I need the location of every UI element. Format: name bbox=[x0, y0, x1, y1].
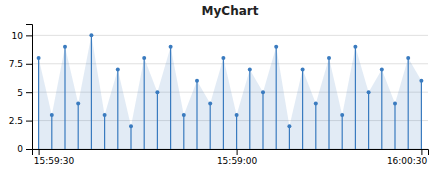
tick: 15:59:00 bbox=[217, 149, 258, 166]
stem bbox=[276, 47, 277, 149]
stem bbox=[368, 92, 369, 149]
point bbox=[301, 67, 305, 71]
stem bbox=[64, 47, 65, 149]
point bbox=[169, 45, 173, 49]
point bbox=[235, 113, 239, 117]
axis-line bbox=[26, 25, 33, 150]
tick-label: 2.5 bbox=[9, 116, 23, 126]
point bbox=[419, 79, 423, 83]
stem bbox=[302, 69, 303, 149]
tick-mark bbox=[26, 149, 32, 150]
point bbox=[314, 102, 318, 106]
stem bbox=[223, 58, 224, 149]
point bbox=[76, 102, 80, 106]
stem bbox=[117, 69, 118, 149]
stem bbox=[408, 58, 409, 149]
tick-mark bbox=[39, 149, 40, 155]
point bbox=[287, 124, 291, 128]
tick: 0 bbox=[17, 144, 32, 154]
point bbox=[261, 90, 265, 94]
tick-label: 5 bbox=[17, 88, 23, 98]
stem bbox=[249, 69, 250, 149]
stem bbox=[342, 115, 343, 149]
tick: 10 bbox=[12, 31, 32, 41]
stem bbox=[170, 47, 171, 149]
tick: 2.5 bbox=[9, 116, 32, 126]
stem bbox=[210, 104, 211, 149]
tick-mark bbox=[26, 35, 32, 36]
point bbox=[103, 113, 107, 117]
axis-line bbox=[33, 150, 429, 156]
stem bbox=[328, 58, 329, 149]
point bbox=[37, 56, 41, 60]
point bbox=[327, 56, 331, 60]
stem bbox=[421, 81, 422, 149]
stem bbox=[130, 126, 131, 149]
marks bbox=[37, 33, 424, 149]
stem bbox=[262, 92, 263, 149]
point bbox=[89, 33, 93, 37]
stem bbox=[91, 35, 92, 149]
point bbox=[129, 124, 133, 128]
point bbox=[50, 113, 54, 117]
tick-label: 15:59:30 bbox=[34, 156, 75, 166]
point bbox=[182, 113, 186, 117]
tick-label: 15:59:00 bbox=[217, 156, 258, 166]
tick-mark bbox=[26, 121, 32, 122]
point bbox=[116, 67, 120, 71]
point bbox=[208, 102, 212, 106]
stem bbox=[78, 104, 79, 149]
stem bbox=[144, 58, 145, 149]
point bbox=[406, 56, 410, 60]
stem bbox=[104, 115, 105, 149]
point bbox=[195, 79, 199, 83]
tick-mark bbox=[26, 92, 32, 93]
stem bbox=[183, 115, 184, 149]
point bbox=[367, 90, 371, 94]
tick: 15:59:30 bbox=[34, 149, 75, 166]
stem bbox=[355, 47, 356, 149]
tick: 16:00:30 bbox=[387, 149, 428, 166]
stem bbox=[38, 58, 39, 149]
tick-label: 7.5 bbox=[9, 59, 23, 69]
stem bbox=[381, 69, 382, 149]
stem bbox=[196, 81, 197, 149]
tick: 5 bbox=[17, 88, 32, 98]
chart: 15:59:30 15:59:00 16:00:30 0 2.5 5 7.5 10 MyChar… bbox=[0, 0, 442, 171]
grid bbox=[32, 35, 428, 149]
tick-label: 16:00:30 bbox=[387, 156, 428, 166]
point bbox=[155, 90, 159, 94]
tick-mark bbox=[237, 149, 238, 155]
y-axis: 0 2.5 5 7.5 10 bbox=[9, 25, 33, 155]
point bbox=[380, 67, 384, 71]
stem bbox=[315, 104, 316, 149]
stem bbox=[289, 126, 290, 149]
plot: 15:59:30 15:59:00 16:00:30 0 2.5 5 7.5 10 bbox=[9, 25, 429, 167]
x-axis: 15:59:30 15:59:00 16:00:30 bbox=[33, 149, 429, 166]
area bbox=[39, 35, 422, 149]
stem bbox=[51, 115, 52, 149]
point bbox=[353, 45, 357, 49]
point bbox=[274, 45, 278, 49]
stem bbox=[236, 115, 237, 149]
title: MyChart bbox=[202, 4, 259, 18]
point bbox=[142, 56, 146, 60]
point bbox=[393, 102, 397, 106]
point bbox=[221, 56, 225, 60]
stem bbox=[157, 92, 158, 149]
tick-mark bbox=[26, 64, 32, 65]
tick-mark bbox=[421, 149, 422, 155]
tick-label: 10 bbox=[12, 31, 24, 41]
tick-label: 0 bbox=[17, 144, 23, 154]
point bbox=[340, 113, 344, 117]
tick: 7.5 bbox=[9, 59, 32, 69]
point bbox=[63, 45, 67, 49]
stem bbox=[394, 104, 395, 149]
point bbox=[248, 67, 252, 71]
